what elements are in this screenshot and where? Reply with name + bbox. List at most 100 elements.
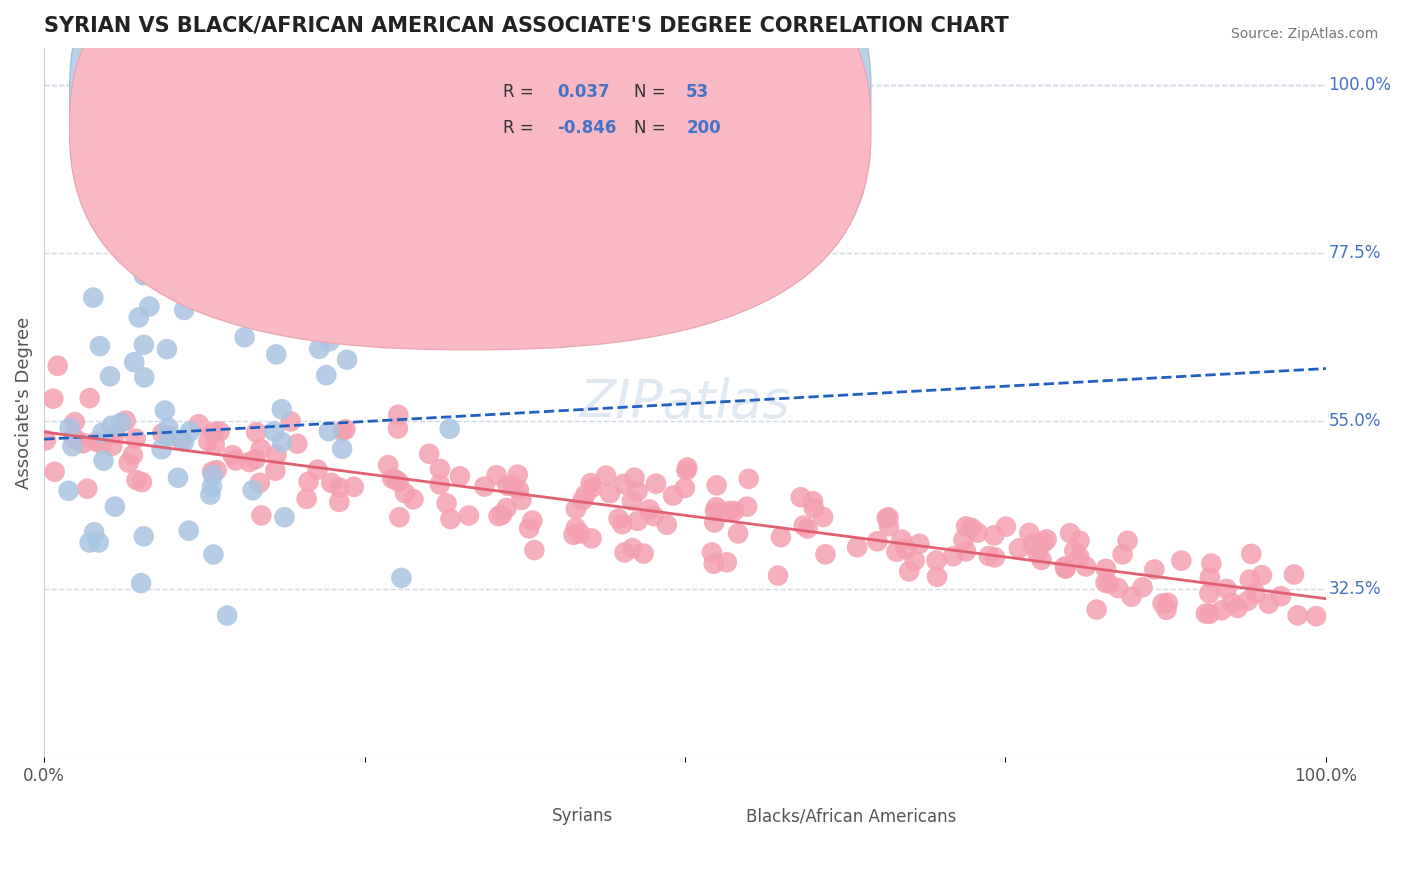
Text: R =: R = [503,83,538,102]
Point [613,477,636,491]
Point [76,482,98,496]
Point [703,516,725,530]
Point [966,525,988,540]
Point [565,521,588,535]
Text: 55.0%: 55.0% [1329,412,1381,430]
Point [1031,553,1053,567]
Point [1195,607,1218,621]
Text: 77.5%: 77.5% [1329,244,1381,262]
Point [1198,607,1220,621]
Point [330,424,353,438]
Point [955,519,977,533]
Point [581,532,603,546]
Point [1121,590,1143,604]
Point [42,392,65,406]
Point [1069,550,1091,565]
Point [138,300,160,314]
Point [1116,533,1139,548]
Point [613,545,636,559]
Point [977,549,1000,563]
Point [318,424,340,438]
Text: 32.5%: 32.5% [1329,581,1381,599]
Point [110,416,132,430]
Text: N =: N = [634,83,671,102]
Point [134,370,156,384]
Point [894,542,917,557]
Point [662,489,685,503]
Point [429,462,451,476]
Text: SYRIAN VS BLACK/AFRICAN AMERICAN ASSOCIATE'S DEGREE CORRELATION CHART: SYRIAN VS BLACK/AFRICAN AMERICAN ASSOCIA… [44,15,1010,35]
Point [886,545,908,559]
Point [1152,597,1174,611]
Text: Syrians: Syrians [551,807,613,825]
Point [156,342,179,356]
Point [1094,575,1116,590]
Point [704,504,727,518]
Point [104,427,127,442]
Point [201,465,224,479]
Point [1226,601,1249,615]
Point [1305,609,1327,624]
Point [245,452,267,467]
Point [233,330,256,344]
Point [402,492,425,507]
Point [122,448,145,462]
Point [984,550,1007,565]
Point [620,493,643,508]
Point [474,479,496,493]
Point [796,522,818,536]
Point [581,481,603,495]
Point [502,479,524,493]
Point [508,483,530,497]
Point [377,458,399,472]
Point [132,268,155,282]
Point [612,517,634,532]
Text: 0.037: 0.037 [557,83,609,102]
Point [35,434,58,448]
Point [104,500,127,514]
Point [814,547,837,561]
Point [82,291,104,305]
Point [205,463,228,477]
Point [65,433,87,447]
Point [1059,526,1081,541]
Point [1240,547,1263,561]
Point [63,431,86,445]
Point [496,478,519,492]
Point [439,422,461,436]
Point [866,534,889,549]
Text: 53: 53 [686,83,710,102]
Point [245,425,267,440]
Point [205,294,228,309]
Point [315,368,337,383]
Point [488,509,510,524]
Point [643,509,665,524]
Point [655,517,678,532]
Point [389,571,412,585]
Point [1032,535,1054,549]
Point [562,528,585,542]
Point [904,554,927,568]
Point [264,347,287,361]
Point [1286,608,1309,623]
Point [1026,546,1049,560]
Point [280,414,302,428]
FancyBboxPatch shape [70,0,870,350]
Point [83,525,105,540]
Point [522,514,544,528]
Point [706,478,728,492]
Point [429,477,451,491]
Text: -0.846: -0.846 [557,119,616,136]
Point [1018,525,1040,540]
Point [125,473,148,487]
Point [384,473,406,487]
Point [1054,562,1077,576]
Point [1236,594,1258,608]
Point [60,439,83,453]
Point [295,491,318,506]
Circle shape [727,788,758,805]
Point [1211,603,1233,617]
Point [225,453,247,467]
Point [1098,576,1121,591]
Text: 200: 200 [686,119,721,136]
